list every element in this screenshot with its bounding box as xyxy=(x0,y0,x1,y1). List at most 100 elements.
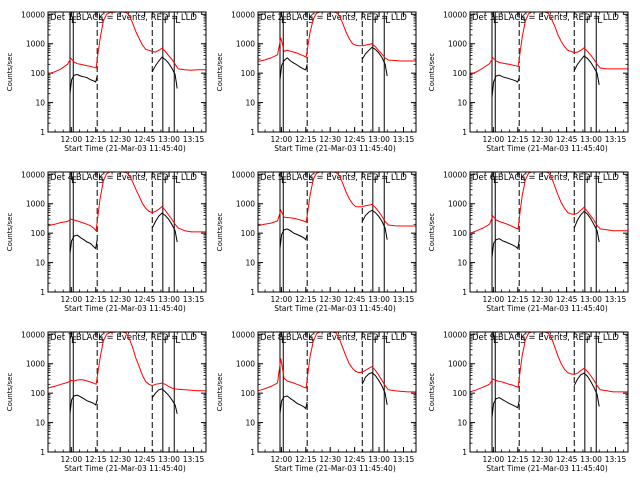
y-tick-label: 1000 xyxy=(236,40,255,49)
marker-label: L xyxy=(385,336,390,346)
detector-panel-8: Det 8 BLACK = Events, RED = LLD Counts/se… xyxy=(216,330,417,473)
y-tick-label: 10000 xyxy=(231,170,255,179)
y-tick-label: 10000 xyxy=(231,330,255,339)
events-series-line xyxy=(491,238,520,258)
x-axis-label: Start Time (21-Mar-03 11:45:40) xyxy=(486,144,608,153)
x-tick-label: 12:30 xyxy=(531,455,553,464)
detector-panel-3: Det 3 BLACK = Events, RED = LLD Counts/se… xyxy=(428,10,629,153)
x-tick-label: 12:30 xyxy=(109,455,131,464)
events-series-line xyxy=(279,228,308,249)
x-tick-label: 12:15 xyxy=(295,295,317,304)
x-tick-label: 12:00 xyxy=(61,135,83,144)
y-tick-label: 1000 xyxy=(26,360,45,369)
x-tick-label: 13:00 xyxy=(158,455,180,464)
x-tick-label: 12:45 xyxy=(134,455,156,464)
marker-label: S xyxy=(520,16,526,26)
panel-title: Det 5 BLACK = Events, RED = LLD xyxy=(260,173,407,183)
y-tick-label: 100 xyxy=(31,229,46,238)
plot-frame xyxy=(47,331,207,453)
marker-label: E xyxy=(71,336,77,346)
marker-label: S xyxy=(520,176,526,186)
events-series-line xyxy=(573,55,600,85)
y-tick-label: 1 xyxy=(462,288,467,297)
marker-label: F xyxy=(586,16,591,26)
plot-frame xyxy=(47,171,207,293)
x-axis-label: Start Time (21-Mar-03 11:45:40) xyxy=(486,464,608,473)
x-tick-label: 12:30 xyxy=(109,295,131,304)
marker-label: F xyxy=(374,336,379,346)
events-series-line xyxy=(69,234,98,254)
x-tick-label: 13:00 xyxy=(158,295,180,304)
panel-title: Det 1 BLACK = Events, RED = LLD xyxy=(50,13,197,23)
plot-frame xyxy=(47,11,207,133)
y-tick-label: 1 xyxy=(40,288,45,297)
x-axis-label: Start Time (21-Mar-03 11:45:40) xyxy=(64,144,186,153)
marker-label: S xyxy=(308,176,314,186)
y-tick-label: 10000 xyxy=(21,170,45,179)
y-tick-label: 10000 xyxy=(21,10,45,19)
x-tick-label: 13:15 xyxy=(393,455,415,464)
lld-series-line xyxy=(469,11,628,75)
marker-label: L xyxy=(175,176,180,186)
x-tick-label: 13:15 xyxy=(393,135,415,144)
marker-label: S xyxy=(98,176,104,186)
panel-title: Det 2 BLACK = Events, RED = LLD xyxy=(260,13,407,23)
marker-label: E xyxy=(71,16,77,26)
events-series-line xyxy=(69,73,98,94)
x-axis-label: Start Time (21-Mar-03 11:45:40) xyxy=(274,144,396,153)
x-tick-label: 12:00 xyxy=(483,135,505,144)
y-tick-label: 10 xyxy=(245,419,255,428)
y-axis-label: Counts/sec xyxy=(428,53,436,92)
marker-label: L xyxy=(175,336,180,346)
y-tick-label: 10000 xyxy=(443,330,467,339)
panel-title: Det 8 BLACK = Events, RED = LLD xyxy=(260,333,407,343)
y-tick-label: 1 xyxy=(250,448,255,457)
marker-label: S xyxy=(98,16,104,26)
x-tick-label: 13:00 xyxy=(368,135,390,144)
plot-frame xyxy=(257,11,417,133)
x-tick-label: 12:30 xyxy=(531,295,553,304)
marker-label: F xyxy=(374,176,379,186)
x-tick-label: 13:15 xyxy=(605,135,627,144)
x-tick-label: 12:15 xyxy=(507,455,529,464)
x-tick-label: 13:15 xyxy=(183,135,205,144)
marker-label: E xyxy=(493,176,499,186)
events-series-line xyxy=(573,210,600,243)
plot-frame xyxy=(469,331,629,453)
y-tick-label: 1 xyxy=(462,448,467,457)
detector-panel-2: Det 2 BLACK = Events, RED = LLD Counts/se… xyxy=(216,10,417,153)
x-tick-label: 13:15 xyxy=(183,455,205,464)
panel-title: Det 6 BLACK = Events, RED = LLD xyxy=(472,173,619,183)
x-tick-label: 13:00 xyxy=(580,455,602,464)
detector-panel-6: Det 6 BLACK = Events, RED = LLD Counts/se… xyxy=(428,170,629,313)
y-axis-label: Counts/sec xyxy=(428,213,436,252)
x-tick-label: 12:45 xyxy=(344,455,366,464)
events-series-line xyxy=(151,388,178,414)
y-tick-label: 1000 xyxy=(236,200,255,209)
y-tick-label: 100 xyxy=(453,389,468,398)
x-tick-label: 12:30 xyxy=(531,135,553,144)
y-tick-label: 100 xyxy=(31,69,46,78)
lld-series-line xyxy=(47,331,206,392)
x-tick-label: 13:00 xyxy=(158,135,180,144)
x-tick-label: 12:45 xyxy=(556,135,578,144)
x-tick-label: 12:30 xyxy=(109,135,131,144)
x-tick-label: 13:15 xyxy=(393,295,415,304)
x-tick-label: 13:00 xyxy=(368,455,390,464)
x-tick-label: 12:00 xyxy=(483,455,505,464)
y-tick-label: 1000 xyxy=(236,360,255,369)
marker-label: S xyxy=(308,336,314,346)
y-tick-label: 1000 xyxy=(448,40,467,49)
marker-label: E xyxy=(493,16,499,26)
panel-title: Det 3 BLACK = Events, RED = LLD xyxy=(472,13,619,23)
x-tick-label: 12:15 xyxy=(85,295,107,304)
marker-label: F xyxy=(164,336,169,346)
y-tick-label: 10 xyxy=(35,419,45,428)
x-tick-label: 12:45 xyxy=(556,455,578,464)
y-tick-label: 1 xyxy=(40,448,45,457)
events-series-line xyxy=(491,397,520,418)
x-tick-label: 12:15 xyxy=(85,135,107,144)
y-tick-label: 1 xyxy=(40,128,45,137)
plot-frame xyxy=(469,11,629,133)
marker-label: S xyxy=(520,336,526,346)
